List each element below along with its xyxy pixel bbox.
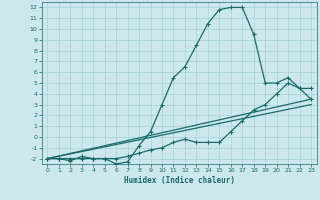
X-axis label: Humidex (Indice chaleur): Humidex (Indice chaleur): [124, 176, 235, 185]
